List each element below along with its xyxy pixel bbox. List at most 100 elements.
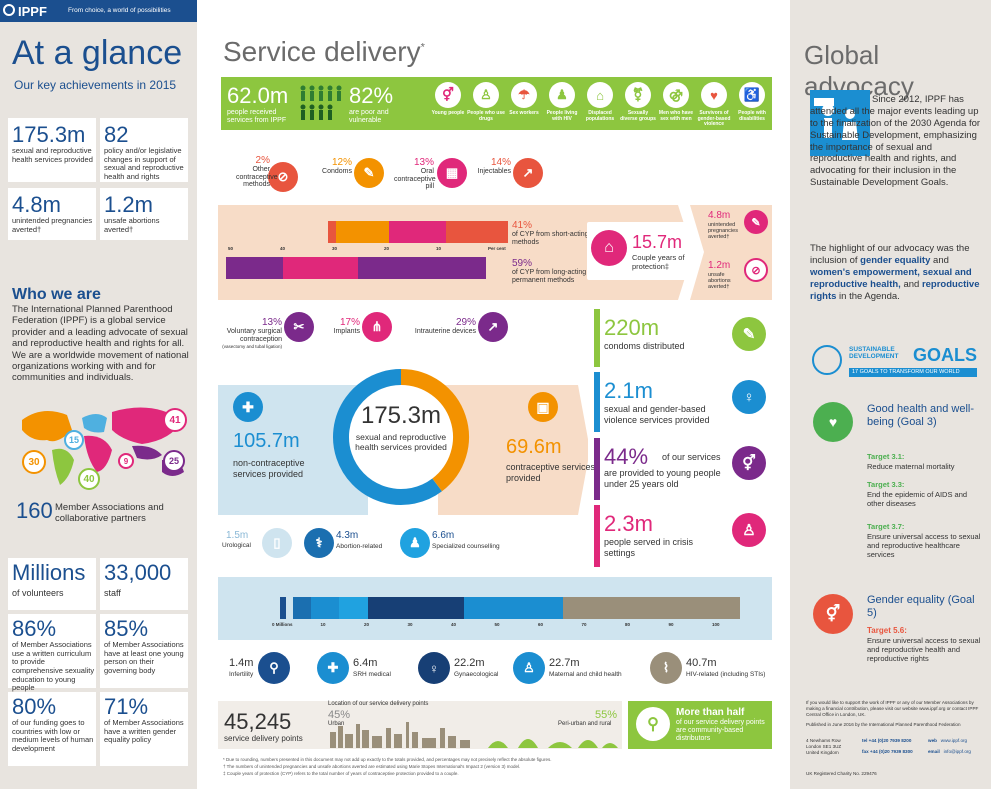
map-label-east-asia: 41: [163, 408, 187, 432]
implant-icon: ⋔: [362, 312, 392, 342]
noncon-label: non-contraceptive services provided: [233, 458, 305, 479]
kit-icon: ▣: [528, 392, 558, 422]
seg-abortion: [292, 597, 312, 619]
contra-long-0: 13% Voluntary surgical contraception (vase…: [222, 317, 282, 350]
donut-segment-con: [400, 369, 469, 492]
contra-short-2: 13% Oral contraceptive pill: [394, 157, 436, 191]
short-bar-3: [446, 221, 508, 243]
tel: tel +44 (0)20 7939 8200: [862, 738, 912, 743]
group-icon-3: ♟: [549, 82, 575, 108]
group-icon-7: ♥: [701, 82, 727, 108]
support-text: If you would like to support the work of…: [806, 700, 979, 718]
group-label-5: Sexually diverse groups: [620, 110, 656, 122]
stat-card-services: 175.3m sexual and reproductive health se…: [8, 118, 96, 182]
map-label-europe: 15: [64, 430, 84, 450]
health-goal-icon: ♥: [813, 402, 853, 442]
goal3-target-desc-1: End the epidemic of AIDS and other disea…: [867, 490, 968, 508]
seg-counselling: [339, 597, 368, 619]
axis-tick-4: 10: [436, 246, 442, 251]
contra-short-1: 12% Condoms: [322, 157, 352, 176]
points-value: 45,245: [224, 709, 292, 734]
con-label: contraceptive services provided: [506, 462, 596, 483]
side-stat-2: 44% of our services are provided to young …: [594, 438, 772, 500]
advocate-icon: [810, 90, 870, 156]
goal3-target-title-0: Target 3.1:: [867, 452, 905, 461]
members-label: Member Associations and collaborative pa…: [55, 502, 164, 525]
email-link[interactable]: email info@ippf.org: [928, 749, 971, 754]
noncon-top-label-1: Abortion-related: [336, 543, 383, 550]
group-label-2: Sex workers: [509, 110, 539, 116]
noncon-axis-1: 10: [320, 622, 326, 627]
seg-infertility: [280, 597, 287, 619]
goal3-target-desc-2: Ensure universal access to sexual and re…: [867, 532, 981, 559]
noncon-top-icon-2: ♟: [400, 528, 430, 558]
contra-short-3: 14% Injectables: [477, 157, 511, 176]
seg-urological: [286, 597, 293, 619]
cyp-box: ⌂ 15.7m Couple years of protection‡: [587, 222, 690, 280]
points-panel: [218, 701, 622, 749]
preg-label: unintended pregnancies averted†: [708, 222, 738, 241]
stat-card-funding: 80% of our funding goes to countries wit…: [8, 692, 96, 766]
who-text: The International Planned Parenthood Fed…: [12, 304, 189, 384]
side-stat-1: 2.1m sexual and gender-based violence ser…: [594, 372, 772, 432]
stat-card-abortions: 1.2m unsafe abortions averted†: [100, 188, 188, 240]
nurse-icon: ✚: [233, 392, 263, 422]
seg-gynaecological: [367, 597, 465, 619]
axis-tick-5: Per cent: [488, 246, 506, 251]
goal5-target-title: Target 5.6:: [867, 626, 907, 635]
seg-hiv: [563, 597, 741, 619]
service-title: Service delivery*: [223, 36, 425, 67]
noncon-value: 105.7m: [233, 430, 300, 452]
group-label-7: Survivors of gender-based violence: [697, 110, 731, 127]
noncon-axis-4: 40: [451, 622, 457, 627]
gender-goal-icon: ⚥: [813, 594, 853, 634]
sdg-subtitle: 17 GOALS TO TRANSFORM OUR WORLD: [849, 368, 977, 377]
noncon-bottom-value-0: 1.4m: [229, 657, 254, 669]
who-title: Who we are: [12, 286, 101, 303]
axis-tick-3: 20: [384, 246, 390, 251]
glance-title: At a glance: [12, 34, 183, 72]
preg-value: 4.8m: [708, 210, 731, 221]
noncon-axis-9: 90: [668, 622, 674, 627]
skyline-icon: [330, 722, 618, 748]
brand-tagline: From choice, a world of possibilities: [68, 7, 171, 14]
web-link[interactable]: web www.ippf.org: [928, 738, 968, 743]
stat-card-staff: 33,000 staff: [100, 558, 188, 610]
side-stat-icon-1: ♀: [732, 380, 766, 414]
published-text: Published in June 2016 by the Internatio…: [806, 722, 961, 727]
noncon-bottom-icon-4: ⌇: [650, 652, 682, 684]
goal3-target-title-2: Target 3.7:: [867, 522, 905, 531]
couple-icon: ⌂: [591, 230, 627, 266]
short-total: 41% of CYP from short-acting methods: [512, 220, 589, 246]
con-value: 69.6m: [506, 436, 562, 458]
noncon-top-value-2: 6.6m: [432, 530, 455, 541]
group-label-8: People with disabilities: [738, 110, 766, 122]
noncon-bottom-label-1: SRH medical: [353, 671, 391, 678]
noncon-axis-2: 20: [364, 622, 370, 627]
short-bar-2: [389, 221, 447, 243]
goal5-title: Gender equality (Goal 5): [867, 594, 975, 619]
injectable-icon: ↗: [513, 158, 543, 188]
noncon-top-label-0: Urological: [222, 542, 251, 549]
noncon-top-icon-1: ⚕: [304, 528, 334, 558]
urban-pct: 45%: [328, 709, 351, 721]
contraceptive-bars: 50 40 30 20 10 Per cent: [218, 205, 688, 300]
group-icon-2: ☂: [511, 82, 537, 108]
other-methods-icon: ⊘: [268, 162, 298, 192]
long-bar-1: [283, 257, 358, 279]
charity-number: UK Registered Charity No. 229476: [806, 771, 877, 776]
noncon-bottom-value-2: 22.2m: [454, 657, 485, 669]
axis-tick-2: 30: [332, 246, 338, 251]
stat-card-gender-policy: 71% of Member Associations have a writte…: [100, 692, 188, 766]
stat-card-volunteers: Millions of volunteers: [8, 558, 96, 610]
map-label-americas: 30: [22, 450, 46, 474]
donut-chart: [333, 369, 469, 505]
noncon-bottom-label-0: Infertility: [229, 671, 254, 678]
noncon-top-label-2: Specialized counselling: [432, 543, 500, 550]
group-icon-1: ♙: [473, 82, 499, 108]
noncon-top-value-0: 1.5m: [226, 530, 249, 541]
long-bar-2: [358, 257, 486, 279]
address: 4 Newhams Row London SE1 3UZ United Kingdo…: [806, 738, 842, 756]
urban-label: Urban: [328, 721, 345, 727]
axis-tick-0: 50: [228, 246, 234, 251]
